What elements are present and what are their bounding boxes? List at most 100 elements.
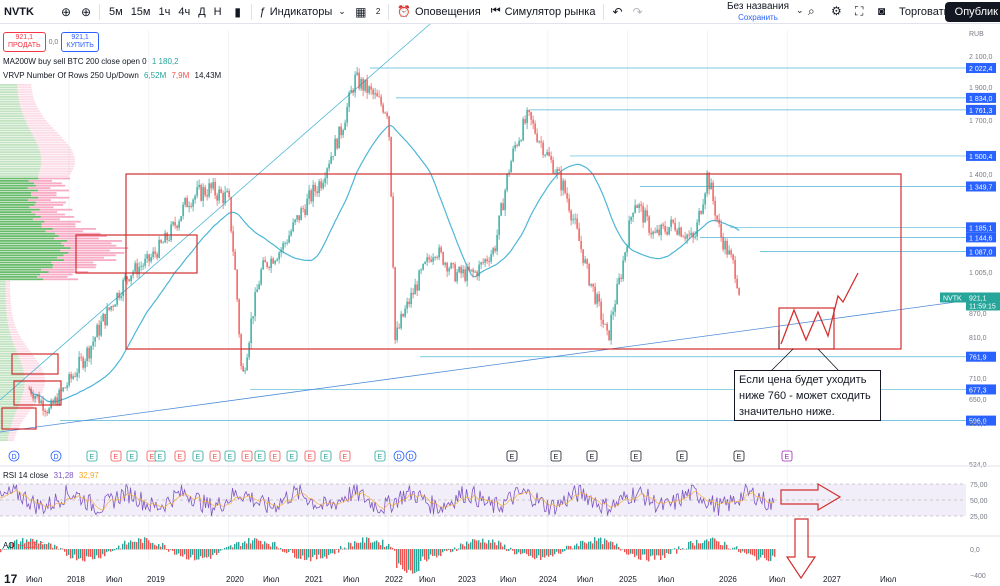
timeframe-week[interactable]: Н [213, 5, 222, 18]
candle-body [170, 224, 172, 240]
time-axis[interactable]: Июл 2018 Июл 2019 2020 Июл 2021 Июл 2022 Июл 2023 И… [26, 575, 897, 584]
volume-bar-down [18, 405, 34, 408]
ao-bar [308, 549, 310, 558]
sell-button[interactable]: 921,1 ПРОДАТЬ [3, 32, 46, 52]
ao-bar [500, 542, 502, 550]
candle-body [474, 271, 476, 273]
tradingview-logo[interactable]: 17 [4, 572, 18, 586]
ao-arrow-down[interactable] [785, 518, 817, 580]
ao-bar [116, 548, 118, 550]
ao-legend[interactable]: AO −113,5 [3, 541, 44, 550]
event-marker-label: D [54, 454, 59, 461]
candle-body [90, 346, 92, 359]
alerts-button[interactable]: ⏰ Оповещения [392, 0, 485, 24]
forecast-box[interactable] [778, 307, 835, 350]
vrvp-legend[interactable]: VRVP Number Of Rows 250 Up/Down 6,52M 7,… [3, 71, 221, 80]
volume-bar-down [19, 357, 36, 360]
add-symbol-icon[interactable]: ⊕ [60, 4, 72, 19]
volume-bar-up [0, 225, 42, 228]
layout-name-button[interactable]: Без названия Сохранить [722, 1, 794, 23]
volume-bar-up [0, 242, 62, 245]
volume-bar-up [0, 256, 58, 259]
volume-bar-up [0, 136, 35, 139]
candle-body [458, 266, 460, 273]
layouts-count[interactable]: 2 [375, 7, 381, 16]
timeframe-5m[interactable]: 5м [109, 5, 123, 18]
current-price-label: 921,1 [969, 295, 987, 302]
candle-body [446, 262, 448, 272]
range-box[interactable] [125, 173, 902, 350]
replay-label: Симулятор рынка [504, 5, 596, 18]
volume-bar-down [38, 172, 71, 175]
symbol-search[interactable]: NVTK [0, 0, 56, 24]
small-box-3[interactable] [1, 407, 37, 430]
consolidation-box[interactable] [75, 234, 198, 274]
candle-body [512, 148, 514, 162]
volume-bar-up [0, 88, 18, 91]
volume-bar-down [31, 194, 57, 197]
chart-canvas[interactable]: 2 022,4 1 834,0 1 761,3 1 500,4 1 349,7 1 185… [0, 24, 1000, 586]
volume-bar-up [0, 292, 6, 295]
time-axis-label: 2024 [539, 575, 557, 584]
candles-icon[interactable]: ▮ [234, 4, 241, 19]
buy-button[interactable]: 921,1 КУПИТЬ [61, 32, 99, 52]
layout-chevron-icon[interactable]: ⌄ [796, 5, 804, 15]
rsi-legend[interactable]: RSI 14 close 31,28 32,97 [3, 471, 99, 480]
timeframe-15m[interactable]: 15м [130, 5, 151, 18]
timeframe-1h[interactable]: 1ч [158, 5, 171, 18]
candle-body [192, 199, 194, 207]
small-box-1[interactable] [11, 353, 59, 375]
ao-bar [232, 547, 234, 550]
camera-icon[interactable]: ◙ [878, 4, 886, 18]
templates-icon[interactable]: ▦ [355, 4, 367, 19]
ao-bar [696, 539, 698, 550]
annotation-callout[interactable]: Если цена будет уходить ниже 760 - может… [734, 370, 881, 421]
replay-button[interactable]: ⏮ Симулятор рынка [486, 0, 601, 24]
ao-bar [12, 542, 14, 550]
compare-icon[interactable]: ⊕ [80, 4, 92, 19]
ao-bar [770, 549, 772, 561]
candle-body [216, 195, 218, 201]
indicators-button[interactable]: ƒ Индикаторы ⌄ [255, 0, 351, 24]
support-trend-line[interactable] [0, 295, 1000, 433]
search-icon[interactable]: ⌕ [808, 4, 815, 18]
candle-body [572, 219, 574, 221]
ao-bar [448, 549, 450, 551]
forecast-path[interactable] [780, 272, 859, 345]
ao-bar [476, 540, 478, 550]
undo-icon[interactable]: ↶ [612, 4, 623, 19]
candle-body [38, 394, 40, 404]
small-box-2[interactable] [13, 380, 62, 406]
symbol-label[interactable]: NVTK [4, 5, 34, 18]
earnings-marker [733, 450, 745, 462]
earnings-marker [110, 450, 122, 462]
candle-body [304, 209, 306, 215]
volume-bar-down [22, 112, 42, 115]
ma-legend[interactable]: MA200W buy sell BTC 200 close open 0 1 1… [3, 57, 179, 66]
candle-body [64, 387, 66, 389]
grid-lines [68, 30, 788, 560]
timeframe-4h[interactable]: 4ч [178, 5, 191, 18]
redo-icon[interactable]: ↷ [632, 4, 643, 19]
time-axis-label: Июл [577, 575, 594, 584]
ao-bar [428, 549, 430, 560]
volume-bar-up [0, 177, 39, 180]
ao-bar [52, 547, 54, 550]
ao-bar [416, 549, 418, 572]
earnings-marker [269, 450, 281, 462]
price-axis[interactable]: 2 022,4 1 834,0 1 761,3 1 500,4 1 349,7 1 185… [940, 24, 1000, 580]
upper-trend-line[interactable] [0, 24, 431, 401]
volume-bar-down [29, 127, 53, 129]
ao-bar [622, 548, 624, 550]
candle-body [404, 308, 406, 317]
rsi-arrow-right[interactable] [780, 482, 842, 512]
trade-button[interactable]: Торговать [899, 0, 949, 24]
candle-body [258, 284, 260, 290]
ao-bar [678, 546, 680, 550]
ao-bar [4, 549, 6, 550]
candle-body [500, 203, 502, 216]
fullscreen-icon[interactable]: ⛶ [855, 4, 864, 18]
settings-gear-icon[interactable]: ⚙ [831, 4, 842, 18]
publish-button[interactable]: Опублик [944, 2, 1000, 22]
timeframe-day[interactable]: Д [198, 5, 206, 18]
